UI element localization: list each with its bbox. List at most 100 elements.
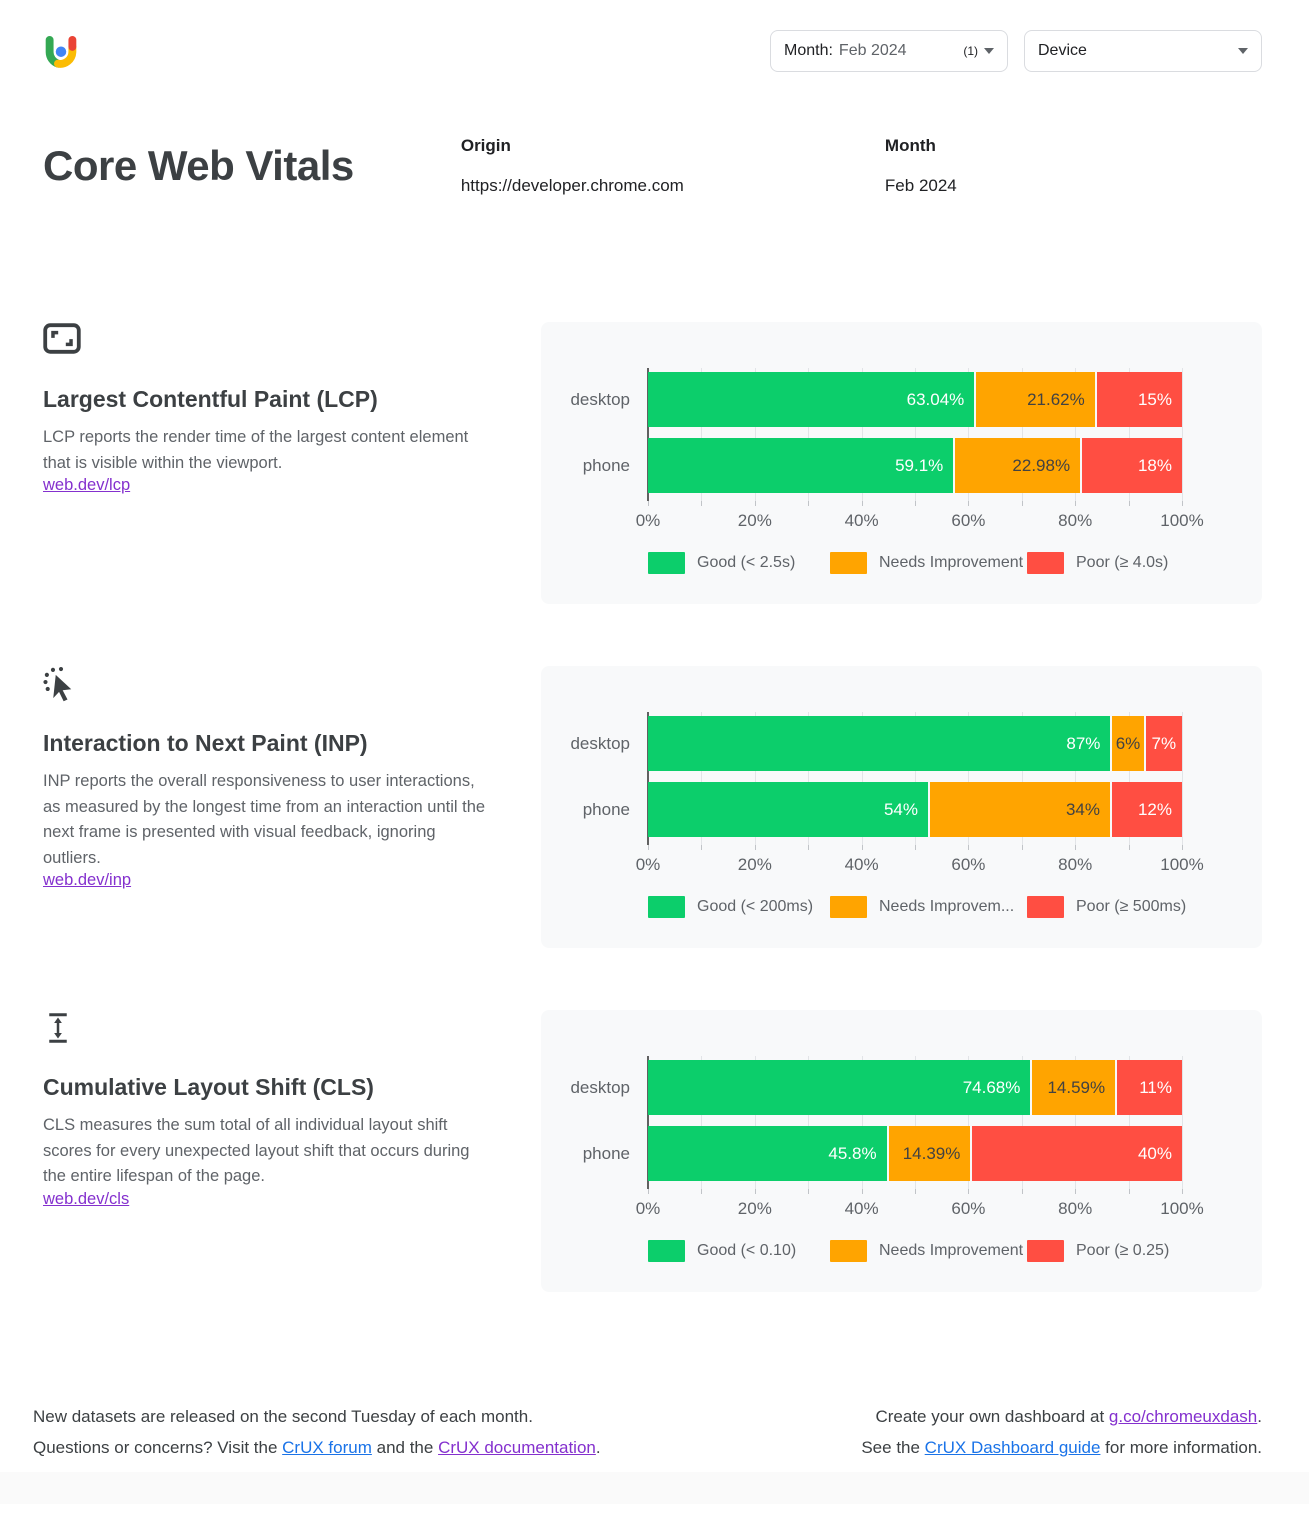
legend-item-needs-improvement: Needs Improvem... bbox=[830, 896, 1027, 918]
bar-value-label: 87% bbox=[1066, 733, 1101, 753]
device-filter-dropdown[interactable]: Device bbox=[1024, 30, 1262, 72]
bar-track-desktop: 74.68% 14.59% 11% bbox=[648, 1060, 1182, 1115]
bar-segment-needs-improvement-phone[interactable]: 14.39% bbox=[888, 1126, 971, 1181]
bar-segment-needs-improvement-phone[interactable]: 22.98% bbox=[955, 438, 1081, 493]
axis-tick bbox=[968, 845, 970, 850]
axis-tick bbox=[754, 845, 756, 850]
bar-value-label: 45.8% bbox=[828, 1143, 877, 1163]
legend-swatch-poor bbox=[1027, 896, 1064, 918]
footer-left: New datasets are released on the second … bbox=[33, 1402, 601, 1464]
chevron-down-icon bbox=[984, 48, 994, 54]
bar-row-desktop: desktop 74.68% 14.59% 11% bbox=[570, 1060, 1182, 1115]
bar-row-desktop: desktop 87% 6% 7% bbox=[570, 716, 1183, 771]
bar-segment-poor-desktop[interactable]: 15% bbox=[1096, 372, 1182, 427]
gridline bbox=[915, 1056, 916, 1189]
bar-segment-poor-phone[interactable]: 12% bbox=[1112, 782, 1182, 837]
axis-tick bbox=[1075, 501, 1077, 506]
bar-value-label: 63.04% bbox=[906, 389, 965, 409]
g-co-chromeuxdash-link[interactable]: g.co/chromeuxdash bbox=[1108, 1407, 1258, 1426]
gridline bbox=[968, 368, 970, 501]
bar-segment-needs-improvement-desktop[interactable]: 14.59% bbox=[1032, 1060, 1116, 1115]
axis-tick bbox=[915, 845, 916, 850]
axis-tick bbox=[1021, 1189, 1023, 1194]
y-axis-line bbox=[647, 1056, 649, 1189]
legend-item-good: Good (< 200ms) bbox=[648, 896, 830, 918]
filter-controls: Month: Feb 2024 (1) Device bbox=[770, 30, 1262, 72]
gridline bbox=[1182, 368, 1183, 501]
footer-text: New datasets are released on the second … bbox=[33, 1407, 533, 1426]
crux-dashboard-guide-link[interactable]: CrUX Dashboard guide bbox=[924, 1437, 1101, 1457]
bar-segment-good-desktop[interactable]: 87% bbox=[648, 716, 1111, 771]
gridline bbox=[1075, 712, 1077, 845]
axis-tick bbox=[701, 501, 703, 506]
axis-tick-label: 0% bbox=[635, 855, 661, 874]
axis-tick bbox=[1182, 1189, 1183, 1194]
axis-tick bbox=[648, 501, 649, 506]
axis-tick-label: 80% bbox=[1058, 511, 1093, 530]
crux-forum-link[interactable]: CrUX forum bbox=[282, 1437, 372, 1457]
gridline bbox=[1128, 712, 1130, 845]
bar-value-label: 12% bbox=[1137, 799, 1172, 819]
origin-label: Origin bbox=[460, 136, 511, 155]
web-dev-cls-link[interactable]: web.dev/cls bbox=[43, 1189, 130, 1208]
bar-segment-good-phone[interactable]: 59.1% bbox=[648, 438, 954, 493]
legend-label: Needs Improvement bbox=[879, 554, 1024, 571]
axis-tick-label: 40% bbox=[844, 855, 879, 874]
axis-tick bbox=[701, 845, 703, 850]
crux-documentation-link[interactable]: CrUX documentation bbox=[438, 1437, 596, 1457]
cursor-click-icon bbox=[43, 666, 501, 704]
title-row: Core Web Vitals Origin https://developer… bbox=[0, 136, 1309, 196]
category-label-phone: phone bbox=[582, 799, 630, 819]
bar-segment-poor-desktop[interactable]: 11% bbox=[1117, 1060, 1182, 1115]
axis-tick bbox=[1128, 1189, 1130, 1194]
axis-tick bbox=[968, 1189, 970, 1194]
bar-segment-needs-improvement-desktop[interactable]: 21.62% bbox=[976, 372, 1095, 427]
web-dev-lcp-link[interactable]: web.dev/lcp bbox=[43, 476, 131, 495]
gridline bbox=[1182, 1056, 1183, 1189]
legend-label: Needs Improvement bbox=[879, 1242, 1024, 1259]
axis-tick bbox=[861, 1189, 863, 1194]
bar-segment-poor-phone[interactable]: 18% bbox=[1082, 438, 1182, 493]
fit-screen-icon bbox=[43, 322, 501, 360]
bar-row-desktop: desktop 63.04% 21.62% 15% bbox=[570, 372, 1182, 427]
category-label-desktop: desktop bbox=[570, 389, 630, 409]
legend-swatch-needs-improvement bbox=[830, 1240, 867, 1262]
web-dev-inp-link[interactable]: web.dev/inp bbox=[43, 871, 132, 890]
axis-tick bbox=[861, 845, 863, 850]
axis-tick bbox=[648, 845, 649, 850]
bar-segment-good-phone[interactable]: 45.8% bbox=[648, 1126, 887, 1181]
axis-tick bbox=[1021, 501, 1023, 506]
axis-tick bbox=[1182, 501, 1183, 506]
footer-line: Questions or concerns? Visit the CrUX fo… bbox=[33, 1433, 601, 1464]
inp-legend: Good (< 200ms) Needs Improvem... Poor (≥ 5… bbox=[648, 896, 1186, 918]
bar-value-label: 15% bbox=[1137, 389, 1172, 409]
category-label-phone: phone bbox=[582, 455, 630, 475]
bar-segment-good-desktop[interactable]: 63.04% bbox=[648, 372, 975, 427]
bar-value-label: 40% bbox=[1137, 1143, 1172, 1163]
axis-tick-label: 80% bbox=[1058, 855, 1093, 874]
bar-value-label: 54% bbox=[883, 799, 918, 819]
bar-segment-poor-desktop[interactable]: 7% bbox=[1145, 716, 1183, 771]
axis-tick bbox=[1075, 1189, 1077, 1194]
footer-line: Create your own dashboard at g.co/chrome… bbox=[861, 1402, 1262, 1433]
legend-label: Poor (≥ 500ms) bbox=[1076, 898, 1187, 915]
gridline bbox=[1021, 368, 1023, 501]
legend-swatch-poor bbox=[1027, 1240, 1064, 1262]
axis-tick-label: 60% bbox=[951, 855, 986, 874]
legend-swatch-needs-improvement bbox=[830, 896, 867, 918]
axis-tick bbox=[808, 1189, 810, 1194]
month-value: Feb 2024 bbox=[884, 176, 957, 195]
gridline bbox=[754, 1056, 756, 1189]
bar-segment-good-phone[interactable]: 54% bbox=[648, 782, 928, 837]
bar-segment-needs-improvement-desktop[interactable]: 6% bbox=[1112, 716, 1144, 771]
axis-tick-label: 40% bbox=[844, 1199, 879, 1218]
bar-segment-needs-improvement-phone[interactable]: 34% bbox=[930, 782, 1110, 837]
bar-segment-good-desktop[interactable]: 74.68% bbox=[648, 1060, 1031, 1115]
month-filter-dropdown[interactable]: Month: Feb 2024 (1) bbox=[770, 30, 1008, 72]
bar-value-label: 6% bbox=[1115, 733, 1141, 753]
legend-item-poor: Poor (≥ 0.25) bbox=[1027, 1240, 1169, 1262]
axis-tick-label: 40% bbox=[844, 511, 879, 530]
bar-segment-poor-phone[interactable]: 40% bbox=[972, 1126, 1182, 1181]
gridline bbox=[808, 1056, 810, 1189]
axis-tick bbox=[754, 1189, 756, 1194]
